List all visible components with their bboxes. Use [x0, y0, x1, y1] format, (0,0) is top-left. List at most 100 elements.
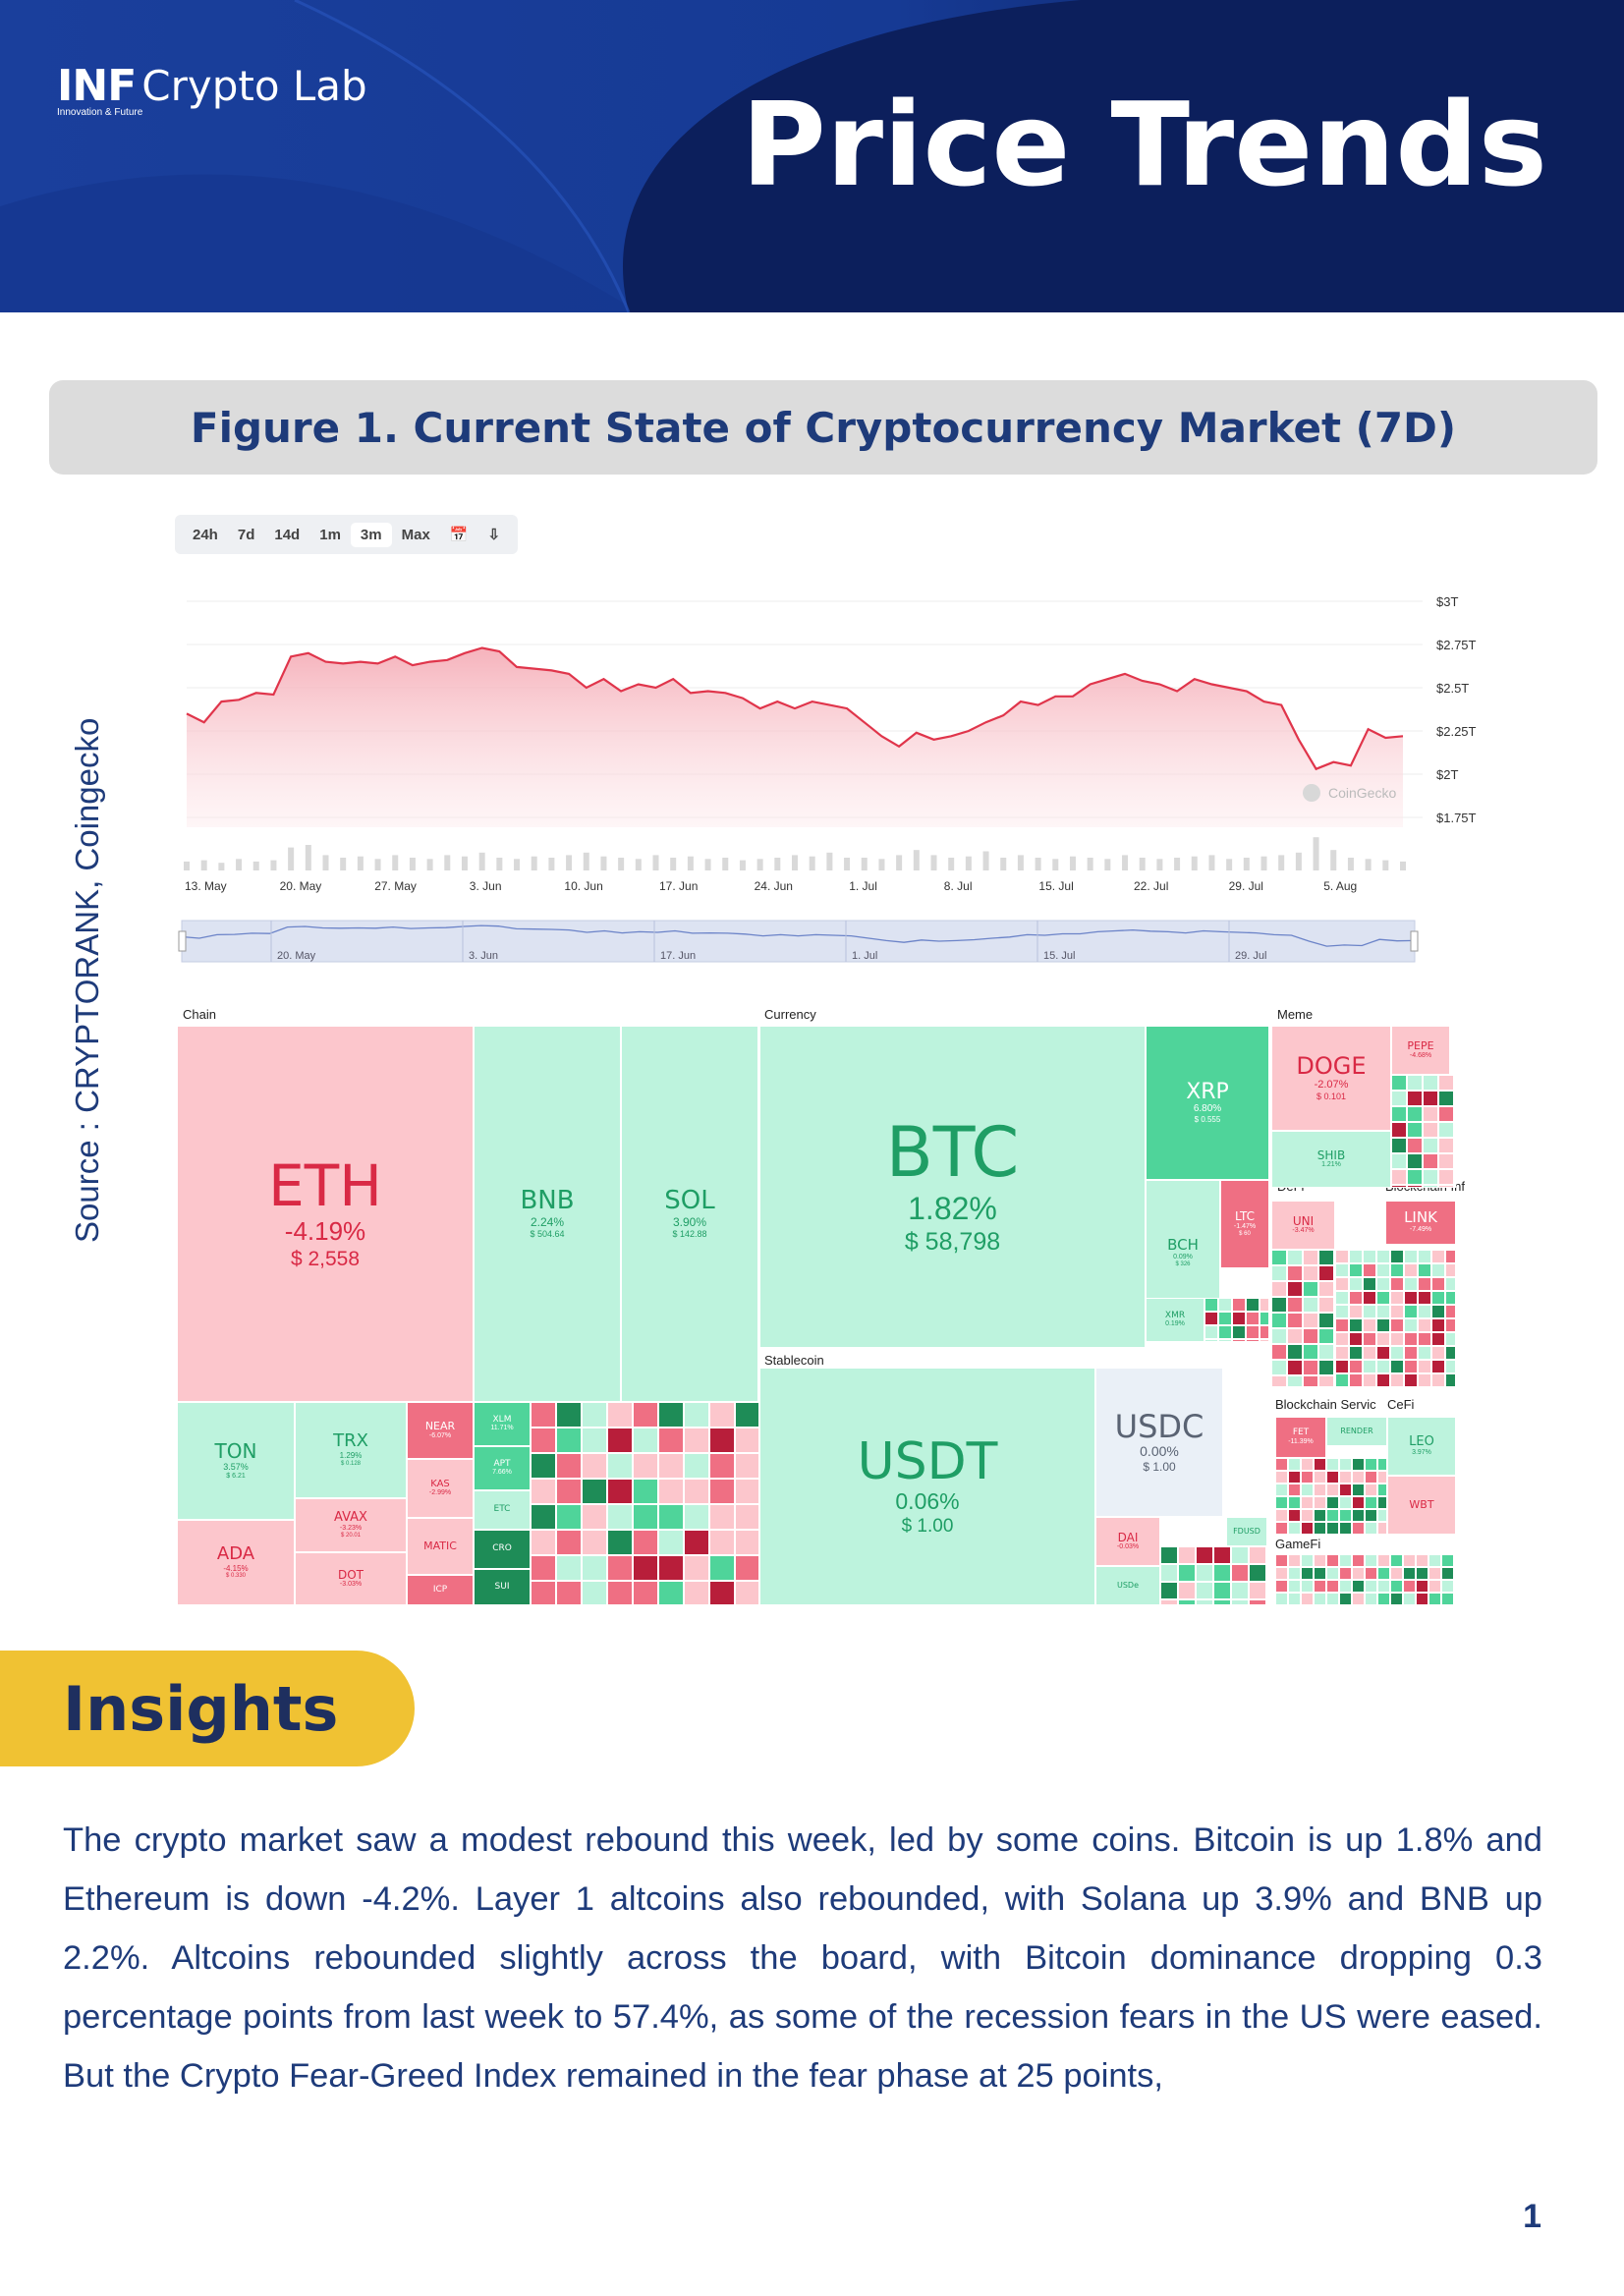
minor-asset-tile[interactable] — [1377, 1509, 1387, 1522]
minor-asset-tile[interactable] — [1314, 1554, 1326, 1567]
minor-asset-tile[interactable] — [1403, 1567, 1416, 1580]
minor-asset-tile[interactable] — [1441, 1593, 1454, 1605]
minor-asset-tile[interactable] — [1403, 1554, 1416, 1567]
minor-asset-tile[interactable] — [582, 1428, 607, 1453]
minor-asset-tile[interactable] — [1391, 1106, 1407, 1122]
minor-asset-tile[interactable] — [1438, 1169, 1454, 1185]
minor-asset-tile[interactable] — [1407, 1075, 1423, 1091]
minor-asset-tile[interactable] — [1349, 1305, 1363, 1318]
minor-asset-tile[interactable] — [1416, 1593, 1428, 1605]
minor-asset-tile[interactable] — [1335, 1373, 1349, 1387]
minor-asset-tile[interactable] — [1287, 1360, 1303, 1375]
minor-asset-tile[interactable] — [1352, 1496, 1365, 1509]
minor-asset-tile[interactable] — [556, 1581, 582, 1605]
minor-asset-tile[interactable] — [1365, 1458, 1377, 1471]
minor-asset-tile[interactable] — [1390, 1250, 1404, 1263]
minor-asset-tile[interactable] — [1318, 1328, 1334, 1344]
minor-asset-tile[interactable] — [1335, 1346, 1349, 1360]
tile-uni[interactable]: UNI -3.47% — [1271, 1201, 1335, 1250]
minor-asset-tile[interactable] — [1365, 1580, 1377, 1593]
minor-asset-tile[interactable] — [1416, 1580, 1428, 1593]
minor-asset-tile[interactable] — [684, 1504, 709, 1530]
minor-asset-tile[interactable] — [1275, 1554, 1288, 1567]
minor-asset-tile[interactable] — [1303, 1250, 1318, 1265]
minor-asset-tile[interactable] — [1204, 1339, 1218, 1342]
minor-asset-tile[interactable] — [582, 1402, 607, 1428]
minor-asset-tile[interactable] — [556, 1453, 582, 1479]
minor-asset-tile[interactable] — [1407, 1185, 1423, 1188]
minor-asset-tile[interactable] — [1376, 1291, 1390, 1305]
minor-asset-tile[interactable] — [1365, 1496, 1377, 1509]
minor-asset-tile[interactable] — [1438, 1153, 1454, 1169]
minor-asset-tile[interactable] — [1390, 1373, 1404, 1387]
minor-asset-tile[interactable] — [1454, 1122, 1456, 1138]
minor-asset-tile[interactable] — [1260, 1312, 1269, 1325]
minor-asset-tile[interactable] — [1218, 1312, 1232, 1325]
minor-asset-tile[interactable] — [1377, 1458, 1387, 1471]
minor-asset-tile[interactable] — [1454, 1580, 1456, 1593]
minor-asset-tile[interactable] — [1445, 1277, 1456, 1291]
minor-asset-tile[interactable] — [1339, 1496, 1352, 1509]
minor-asset-tile[interactable] — [1335, 1277, 1349, 1291]
tile-link[interactable]: LINK -7.49% — [1385, 1201, 1456, 1245]
minor-asset-tile[interactable] — [1377, 1580, 1390, 1593]
minor-asset-tile[interactable] — [1404, 1332, 1418, 1346]
minor-asset-tile[interactable] — [531, 1402, 556, 1428]
minor-asset-tile[interactable] — [1431, 1305, 1445, 1318]
minor-asset-tile[interactable] — [1318, 1344, 1334, 1360]
minor-asset-tile[interactable] — [1326, 1522, 1339, 1535]
minor-asset-tile[interactable] — [556, 1504, 582, 1530]
minor-asset-tile[interactable] — [1303, 1360, 1318, 1375]
tile-ton[interactable]: TON 3.57% $ 6.21 — [177, 1402, 295, 1520]
minor-asset-tile[interactable] — [1390, 1332, 1404, 1346]
minor-asset-tile[interactable] — [531, 1428, 556, 1453]
minor-asset-tile[interactable] — [1454, 1593, 1456, 1605]
minor-asset-tile[interactable] — [1303, 1297, 1318, 1313]
calendar-icon[interactable]: 📅 — [449, 527, 469, 543]
tile-pepe[interactable]: PEPE -4.68% — [1391, 1026, 1450, 1075]
minor-asset-tile[interactable] — [1377, 1522, 1387, 1535]
minor-asset-tile[interactable] — [1390, 1360, 1404, 1373]
minor-asset-tile[interactable] — [1391, 1122, 1407, 1138]
minor-asset-tile[interactable] — [1335, 1291, 1349, 1305]
minor-asset-tile[interactable] — [1218, 1325, 1232, 1339]
minor-asset-tile[interactable] — [1326, 1509, 1339, 1522]
minor-asset-tile[interactable] — [684, 1581, 709, 1605]
minor-asset-tile[interactable] — [1391, 1169, 1407, 1185]
minor-asset-tile[interactable] — [1377, 1471, 1387, 1484]
minor-asset-tile[interactable] — [1232, 1339, 1246, 1342]
tile-near[interactable]: NEAR -6.07% — [407, 1402, 474, 1459]
tile-eth[interactable]: ETH -4.19% $ 2,558 — [177, 1026, 474, 1402]
minor-asset-tile[interactable] — [1377, 1484, 1387, 1496]
minor-asset-tile[interactable] — [1301, 1580, 1314, 1593]
minor-asset-tile[interactable] — [1271, 1375, 1287, 1387]
minor-asset-tile[interactable] — [1365, 1484, 1377, 1496]
minor-asset-tile[interactable] — [1407, 1138, 1423, 1153]
minor-asset-tile[interactable] — [735, 1530, 759, 1555]
minor-asset-tile[interactable] — [1404, 1291, 1418, 1305]
minor-asset-tile[interactable] — [1376, 1360, 1390, 1373]
minor-asset-tile[interactable] — [1339, 1458, 1352, 1471]
minor-asset-tile[interactable] — [1376, 1318, 1390, 1332]
minor-asset-tile[interactable] — [1301, 1554, 1314, 1567]
minor-asset-tile[interactable] — [1423, 1185, 1438, 1188]
minor-asset-tile[interactable] — [1404, 1250, 1418, 1263]
minor-asset-tile[interactable] — [1390, 1580, 1403, 1593]
minor-asset-tile[interactable] — [1318, 1297, 1334, 1313]
minor-asset-tile[interactable] — [1287, 1344, 1303, 1360]
minor-asset-tile[interactable] — [1271, 1281, 1287, 1297]
minor-asset-tile[interactable] — [1326, 1580, 1339, 1593]
minor-asset-tile[interactable] — [1318, 1313, 1334, 1328]
minor-asset-tile[interactable] — [1352, 1509, 1365, 1522]
minor-asset-tile[interactable] — [633, 1581, 658, 1605]
minor-asset-tile[interactable] — [1318, 1250, 1334, 1265]
minor-asset-tile[interactable] — [735, 1479, 759, 1504]
minor-asset-tile[interactable] — [1438, 1138, 1454, 1153]
minor-asset-tile[interactable] — [607, 1530, 633, 1555]
minor-asset-tile[interactable] — [1275, 1484, 1288, 1496]
tile-etc[interactable]: ETC — [474, 1490, 531, 1530]
minor-asset-tile[interactable] — [1390, 1554, 1403, 1567]
minor-asset-tile[interactable] — [607, 1581, 633, 1605]
minor-asset-tile[interactable] — [709, 1428, 735, 1453]
minor-asset-tile[interactable] — [1416, 1567, 1428, 1580]
